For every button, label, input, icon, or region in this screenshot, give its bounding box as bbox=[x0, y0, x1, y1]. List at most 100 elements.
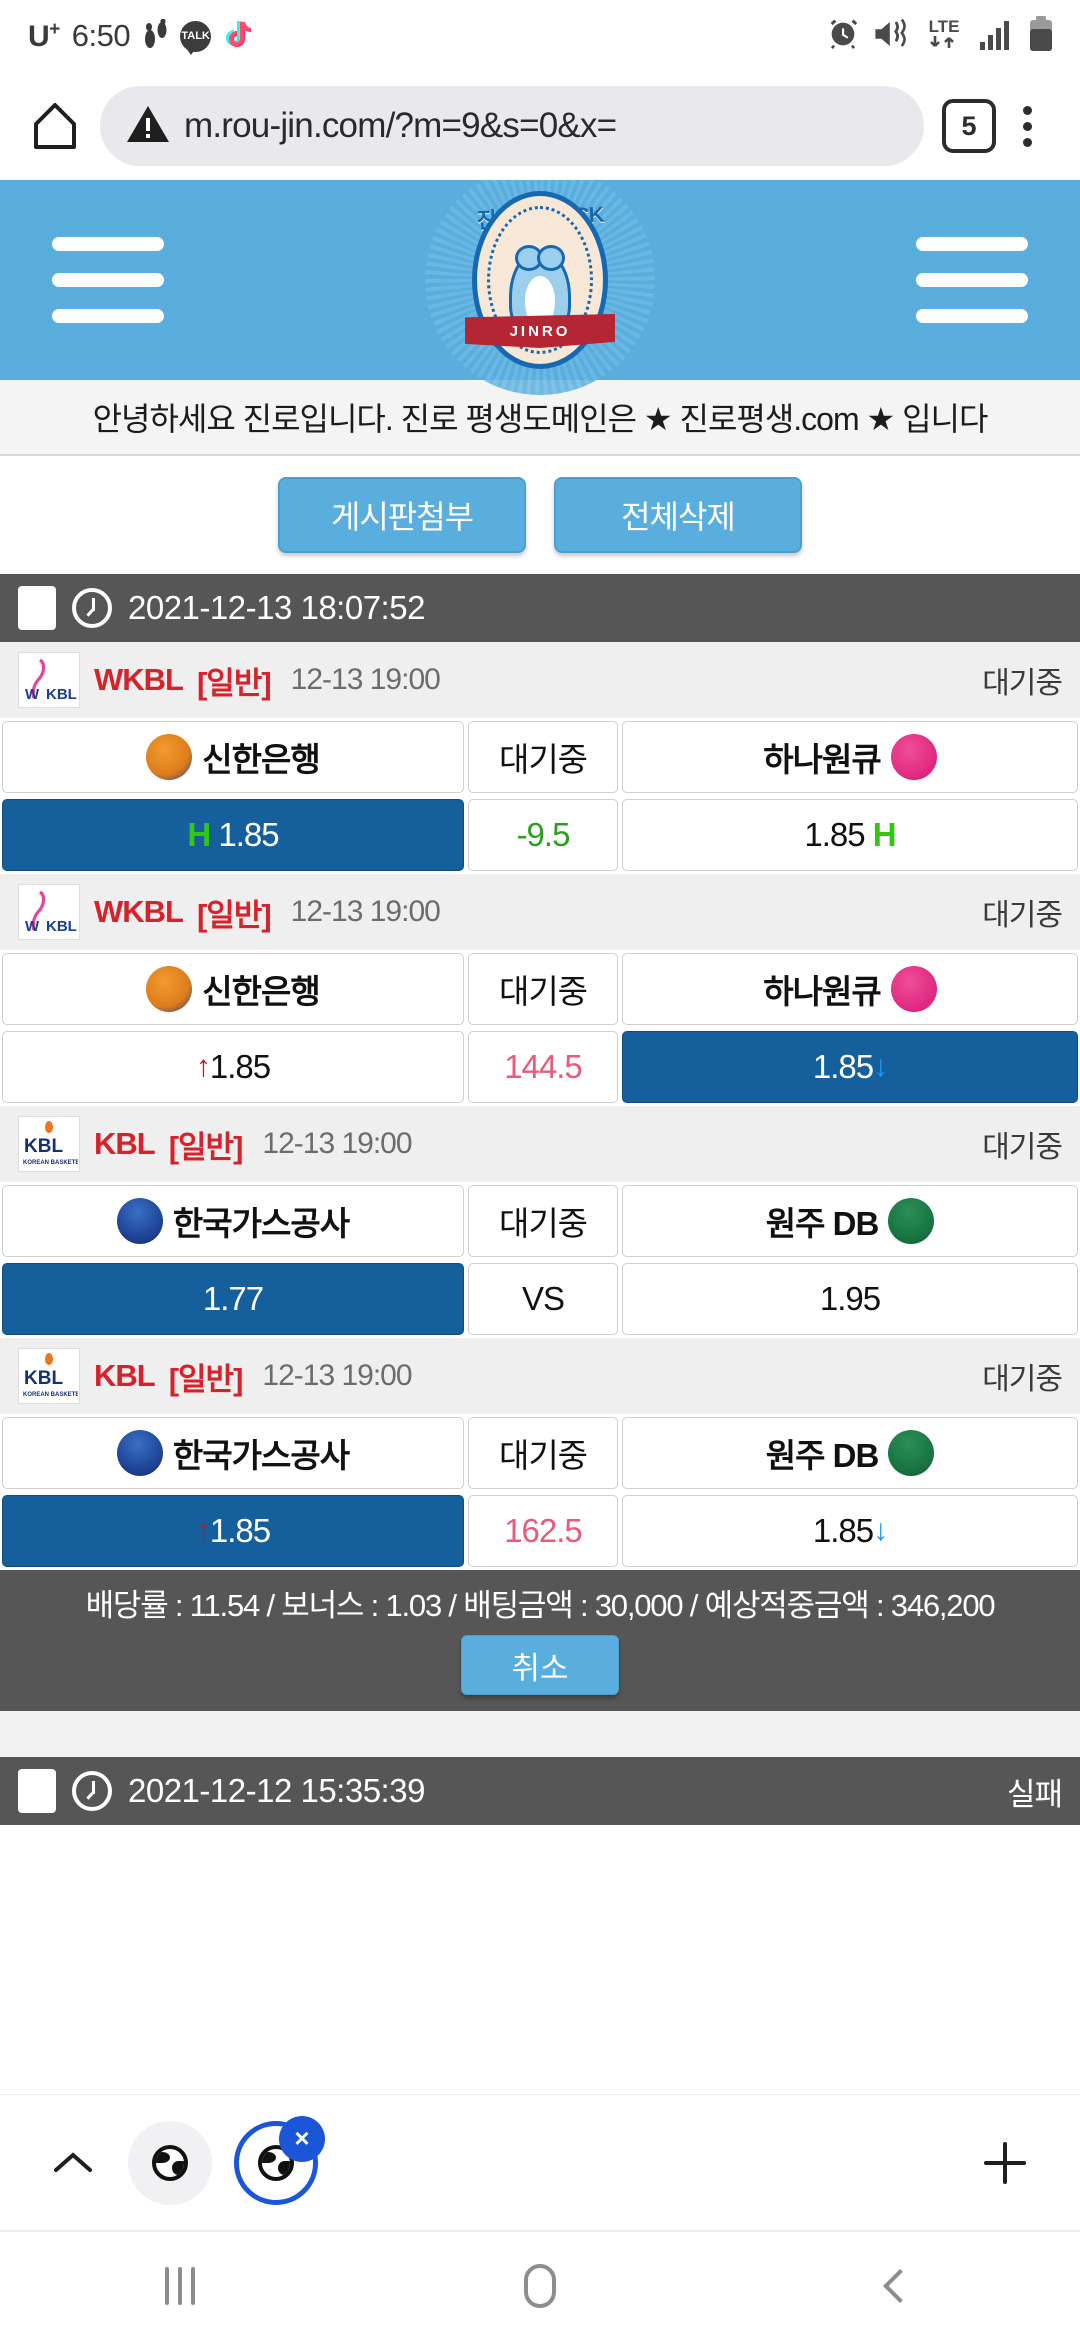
globe-icon bbox=[152, 2144, 188, 2181]
ticket-status: 실패 bbox=[1006, 1776, 1063, 1812]
chevron-up-icon[interactable] bbox=[40, 2148, 106, 2178]
away-odds-value: 1.95 bbox=[819, 1280, 881, 1317]
status-bar-right: LTE bbox=[826, 14, 1054, 59]
match-row: W KBL WKBL [일반] 12-13 19:00 대기중 신한은행 대기중 bbox=[0, 642, 1080, 874]
kakaotalk-icon: TALK bbox=[180, 20, 212, 55]
jinro-toad-logo[interactable]: 진로 IS BACK JINRO bbox=[425, 180, 655, 395]
browser-tab-2-active[interactable]: × bbox=[234, 2115, 325, 2205]
carrier-label: U+ bbox=[28, 19, 60, 54]
league-kind: [일반] bbox=[196, 665, 272, 701]
tab-count-button[interactable]: 5 bbox=[942, 99, 996, 153]
total-line-value: 144.5 bbox=[504, 1048, 583, 1085]
home-icon[interactable] bbox=[22, 100, 88, 152]
ticket-timestamp: 2021-12-12 15:35:39 bbox=[128, 1772, 425, 1809]
match-state: 대기중 bbox=[982, 667, 1063, 700]
ticket-header[interactable]: 2021-12-13 18:07:52 bbox=[0, 574, 1080, 642]
home-odds-button[interactable]: H 1.85 bbox=[2, 799, 464, 871]
hana-onequ-logo bbox=[890, 734, 937, 780]
close-icon[interactable]: × bbox=[279, 2115, 325, 2162]
away-odds-button[interactable]: 1.85 H bbox=[622, 799, 1078, 871]
carrier-plus: + bbox=[49, 18, 60, 40]
total-line-cell: 144.5 bbox=[468, 1031, 618, 1103]
under-odds-value: 1.85 bbox=[812, 1048, 874, 1085]
away-team: 하나원큐 bbox=[763, 965, 937, 1013]
android-nav-bar bbox=[0, 2230, 1080, 2340]
url-text: m.rou-jin.com/?m=9&s=0&x= bbox=[184, 106, 617, 145]
svg-text:W: W bbox=[25, 918, 40, 935]
status-time: 6:50 bbox=[71, 18, 131, 53]
home-odds-button[interactable]: 1.77 bbox=[2, 1263, 464, 1335]
over-odds-button[interactable]: ↑ 1.85 bbox=[2, 1495, 464, 1567]
warning-triangle-icon bbox=[126, 104, 170, 149]
home-team-name: 한국가스공사 bbox=[172, 1205, 350, 1242]
signal-icon bbox=[979, 17, 1015, 56]
hamburger-menu-icon-left[interactable] bbox=[52, 237, 164, 323]
match-time: 12-13 19:00 bbox=[262, 1359, 412, 1392]
ticket-header[interactable]: 2021-12-12 15:35:39 실패 bbox=[0, 1757, 1080, 1825]
match-row: KBL KOREAN BASKETBALL LEAGUE KBL [일반] 12-… bbox=[0, 1338, 1080, 1570]
league-kind: [일반] bbox=[168, 1361, 244, 1397]
url-bar[interactable]: m.rou-jin.com/?m=9&s=0&x= bbox=[100, 86, 924, 166]
away-odds-button[interactable]: 1.95 bbox=[622, 1263, 1078, 1335]
wkbl-logo: W KBL bbox=[18, 652, 80, 708]
ticket-timestamp: 2021-12-13 18:07:52 bbox=[128, 589, 425, 626]
away-team: 원주 DB bbox=[766, 1197, 935, 1245]
recents-icon[interactable] bbox=[105, 2267, 255, 2305]
match-time: 12-13 19:00 bbox=[290, 895, 441, 928]
checkbox-icon[interactable] bbox=[18, 1769, 56, 1813]
league-kind: [일반] bbox=[196, 897, 272, 933]
under-odds-value: 1.85 bbox=[812, 1512, 874, 1549]
under-arrow-icon: ↓ bbox=[873, 1514, 888, 1547]
ticket-summary: 배당률 : 11.54 / 보너스 : 1.03 / 배팅금액 : 30,000… bbox=[0, 1570, 1080, 1631]
back-chevron-icon[interactable] bbox=[825, 2269, 975, 2303]
handicap-value-cell: -9.5 bbox=[468, 799, 618, 871]
shinhan-shirds-logo bbox=[146, 734, 193, 780]
svg-text:LTE: LTE bbox=[929, 17, 960, 36]
under-odds-button[interactable]: 1.85 ↓ bbox=[622, 1031, 1078, 1103]
logo-oval: JINRO bbox=[465, 191, 615, 369]
lte-icon: LTE bbox=[922, 14, 966, 59]
match-state: 대기중 bbox=[982, 1363, 1063, 1396]
svg-text:KBL: KBL bbox=[46, 686, 77, 703]
carrier-name: U bbox=[28, 19, 50, 53]
mute-vibrate-icon bbox=[873, 18, 909, 55]
home-team-cell: 신한은행 bbox=[2, 953, 464, 1025]
match-odds-row: ↑ 1.85 144.5 1.85 ↓ bbox=[0, 1028, 1080, 1106]
site-header: 진로 IS BACK JINRO bbox=[0, 180, 1080, 395]
over-odds-value: 1.85 bbox=[209, 1512, 271, 1549]
under-odds-button[interactable]: 1.85 ↓ bbox=[622, 1495, 1078, 1567]
hamburger-menu-icon-right[interactable] bbox=[916, 237, 1028, 323]
kebab-menu-icon[interactable] bbox=[996, 105, 1058, 147]
wonju-db-logo bbox=[888, 1198, 935, 1244]
away-team-name: 하나원큐 bbox=[763, 741, 881, 778]
cancel-button[interactable]: 취소 bbox=[461, 1635, 619, 1695]
match-mid-label-cell: 대기중 bbox=[468, 721, 618, 793]
total-line-value: 162.5 bbox=[504, 1512, 583, 1549]
battery-icon bbox=[1028, 15, 1054, 57]
attach-board-button[interactable]: 게시판첨부 bbox=[278, 477, 526, 553]
home-circle-icon[interactable] bbox=[465, 2264, 615, 2308]
ticket-separator bbox=[0, 1711, 1080, 1757]
kbl-logo: KBL KOREAN BASKETBALL LEAGUE bbox=[18, 1348, 80, 1404]
plus-icon[interactable] bbox=[970, 2136, 1040, 2190]
league-kind: [일반] bbox=[168, 1129, 244, 1165]
clock-icon bbox=[72, 1771, 112, 1811]
tab-count-label: 5 bbox=[961, 110, 977, 141]
away-team-name: 원주 DB bbox=[765, 1437, 880, 1474]
logo-banner-text: JINRO bbox=[465, 314, 615, 348]
away-odds-value: 1.85 bbox=[804, 816, 865, 853]
checkbox-icon[interactable] bbox=[18, 586, 56, 630]
delete-all-button[interactable]: 전체삭제 bbox=[554, 477, 802, 553]
kakaotalk-label: TALK bbox=[181, 30, 210, 42]
home-odds-prefix: H bbox=[187, 816, 211, 853]
over-arrow-icon: ↑ bbox=[195, 1514, 211, 1547]
alarm-icon bbox=[826, 17, 860, 56]
browser-tab-1[interactable] bbox=[128, 2120, 212, 2205]
away-team-name: 원주 DB bbox=[765, 1205, 880, 1242]
home-team: 한국가스공사 bbox=[116, 1429, 350, 1477]
home-team-cell: 한국가스공사 bbox=[2, 1185, 464, 1257]
match-league-bar: W KBL WKBL [일반] 12-13 19:00 대기중 bbox=[0, 642, 1080, 718]
svg-text:KBL: KBL bbox=[24, 1136, 63, 1157]
wonju-db-logo bbox=[888, 1430, 935, 1476]
over-odds-button[interactable]: ↑ 1.85 bbox=[2, 1031, 464, 1103]
